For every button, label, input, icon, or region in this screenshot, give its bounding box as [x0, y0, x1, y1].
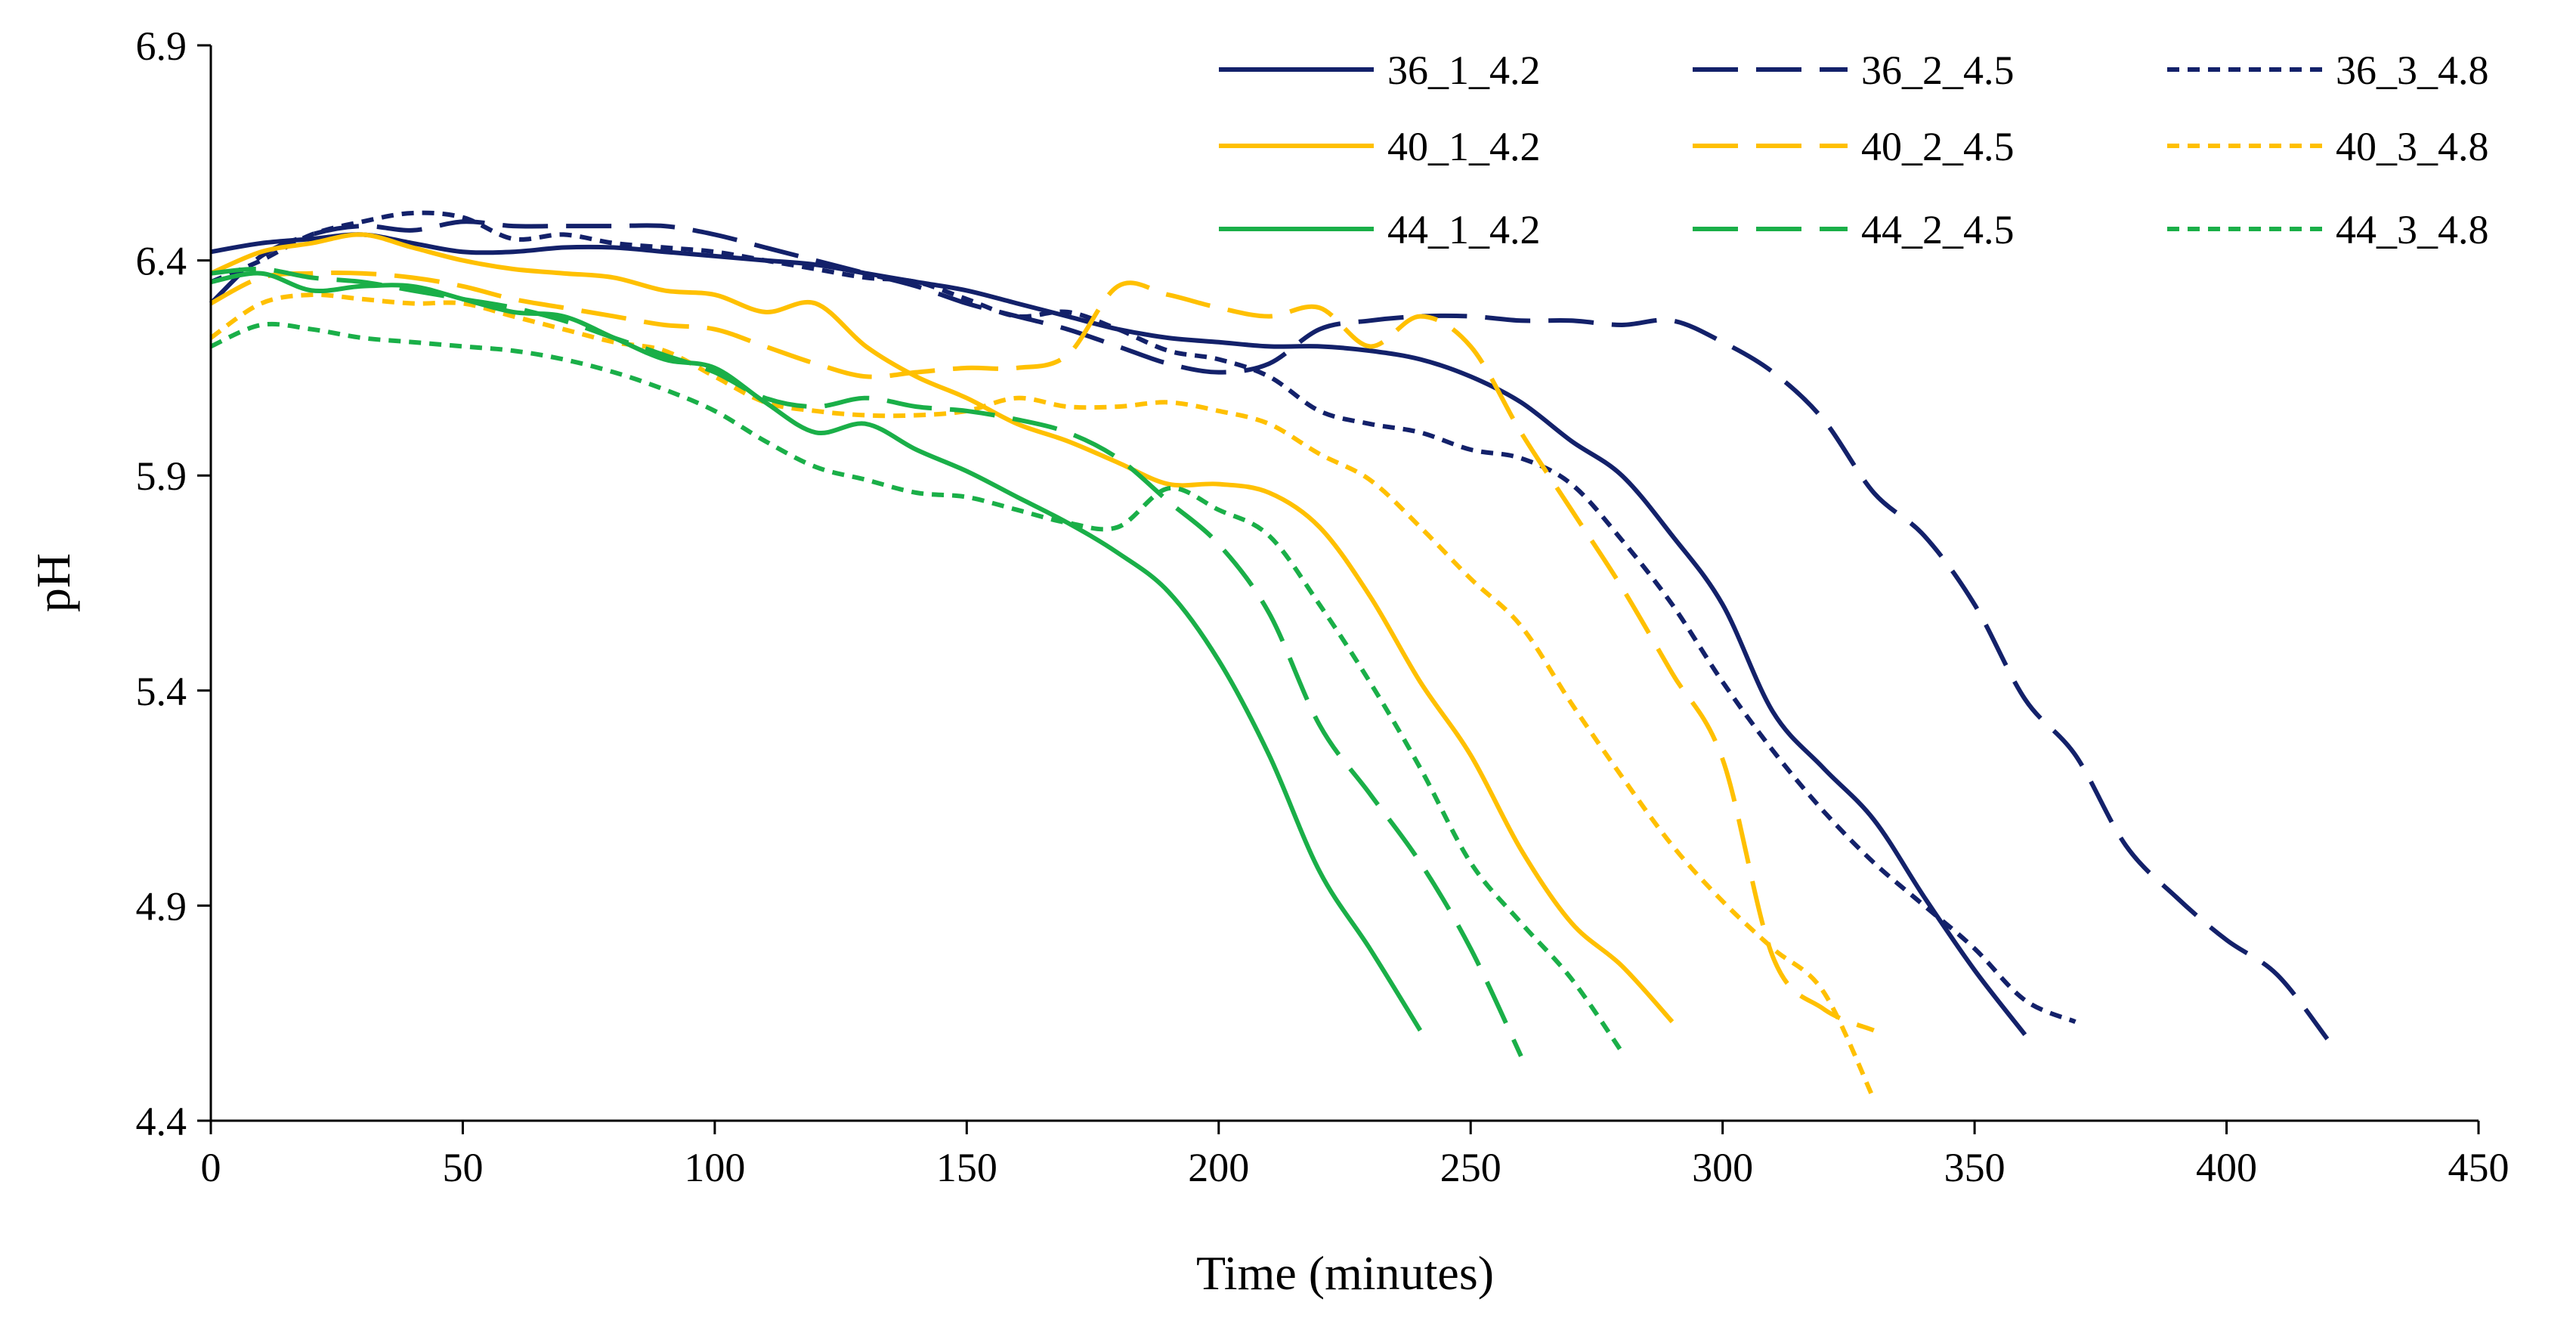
series-line-44-2-4-5 — [210, 266, 1523, 1057]
y-tick-label: 5.9 — [136, 453, 187, 499]
y-tick-label: 5.4 — [136, 669, 187, 714]
x-tick-label: 350 — [1944, 1145, 2005, 1190]
y-tick-label: 4.4 — [136, 1099, 187, 1144]
series-line-44-3-4-8 — [209, 321, 1624, 1053]
legend-label: 40_1_4.2 — [1387, 124, 1541, 169]
legend-label: 40_2_4.5 — [1861, 124, 2015, 169]
y-tick-label: 6.4 — [136, 239, 187, 284]
legend-label: 36_3_4.8 — [2336, 48, 2489, 93]
y-tick-label: 4.9 — [136, 883, 187, 929]
legend-label: 36_2_4.5 — [1861, 48, 2015, 93]
x-tick-label: 300 — [1692, 1145, 1753, 1190]
x-tick-label: 0 — [201, 1145, 221, 1190]
x-tick-label: 200 — [1188, 1145, 1249, 1190]
legend-label: 44_3_4.8 — [2336, 207, 2489, 252]
series-line-44-1-4-2 — [210, 271, 1423, 1032]
y-axis-title: pH — [26, 553, 80, 612]
y-ticks: 4.4 4.9 5.4 5.9 6.4 6.9 — [136, 23, 211, 1144]
series-line-40-3-4-8 — [209, 292, 1876, 1100]
x-tick-label: 450 — [2448, 1145, 2510, 1190]
legend-label: 44_2_4.5 — [1861, 207, 2015, 252]
legend-label: 40_3_4.8 — [2336, 124, 2489, 169]
legend-label: 36_1_4.2 — [1387, 48, 1541, 93]
x-tick-label: 400 — [2196, 1145, 2257, 1190]
x-axis-title: Time (minutes) — [1196, 1246, 1494, 1300]
plot-series — [209, 210, 2330, 1100]
series-line-36-1-4-2 — [210, 232, 2027, 1037]
x-tick-label: 250 — [1440, 1145, 1501, 1190]
x-tick-label: 100 — [684, 1145, 745, 1190]
series-line-40-2-4-5 — [209, 270, 1875, 1033]
series-line-36-3-4-8 — [209, 210, 2077, 1024]
axes: 0 50 100 150 200 250 300 350 400 450 4.4 4.9 5.4 5.9… — [26, 23, 2510, 1300]
legend: 36_1_4.2 36_2_4.5 36_3_4.8 40_1_4.2 40_2_4.5… — [1219, 48, 2489, 252]
legend-label: 44_1_4.2 — [1387, 207, 1541, 252]
y-tick-label: 6.9 — [136, 23, 187, 69]
series-line-40-1-4-2 — [209, 232, 1675, 1024]
series-line-36-2-4-5 — [209, 219, 2330, 1041]
x-tick-label: 50 — [442, 1145, 483, 1190]
x-ticks: 0 50 100 150 200 250 300 350 400 450 — [201, 1121, 2510, 1190]
x-tick-label: 150 — [936, 1145, 997, 1190]
